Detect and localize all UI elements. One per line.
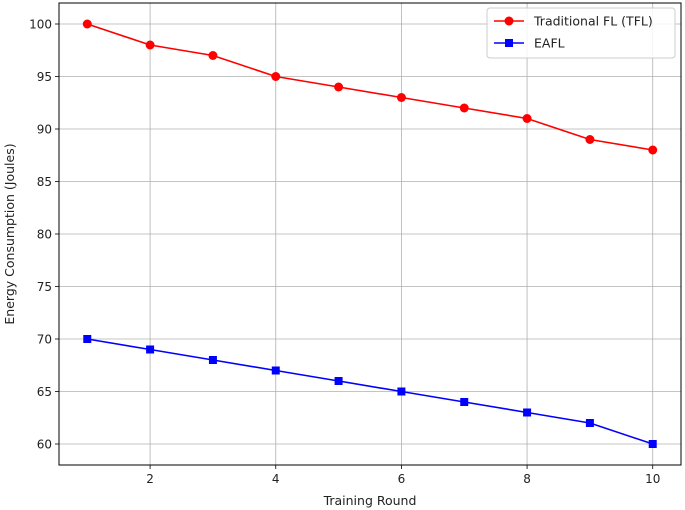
series-line-eafl — [87, 338, 653, 445]
data-point-eafl — [397, 387, 406, 396]
x-tick-label: 4 — [272, 472, 280, 486]
legend-label-tfl: Traditional FL (TFL) — [533, 14, 653, 29]
legend: Traditional FL (TFL) EAFL — [486, 7, 676, 59]
data-point-tfl — [396, 93, 406, 102]
data-point-tfl — [459, 103, 469, 113]
y-tick-label: 90 — [37, 123, 52, 137]
data-point-eafl — [146, 345, 155, 354]
data-point-eafl — [83, 335, 92, 343]
data-point-tfl — [585, 135, 595, 144]
data-point-eafl — [585, 419, 594, 427]
data-point-eafl — [334, 377, 343, 385]
data-point-eafl — [648, 440, 657, 448]
grid-lines — [59, 3, 681, 465]
data-point-tfl — [145, 40, 155, 50]
y-tick-label: 75 — [37, 280, 52, 294]
legend-marker-tfl — [504, 16, 514, 26]
data-point-eafl — [460, 398, 469, 406]
y-tick-label: 80 — [37, 228, 52, 242]
y-tick-label: 70 — [37, 333, 52, 347]
y-tick-label: 95 — [37, 70, 52, 84]
data-point-eafl — [271, 366, 280, 375]
legend-marker-eafl — [505, 39, 513, 47]
x-axis-title: Training Round — [323, 493, 417, 508]
x-tick-label: 6 — [398, 472, 406, 486]
data-point-tfl — [522, 114, 532, 123]
legend-label-eafl: EAFL — [534, 36, 565, 51]
y-tick-label: 60 — [37, 438, 52, 452]
x-tick-label: 8 — [523, 472, 531, 486]
data-point-eafl — [208, 356, 217, 364]
legend-box — [486, 7, 676, 59]
y-axis-ticks: 60 65 70 75 80 85 90 95 100 — [29, 18, 59, 452]
y-tick-label: 65 — [37, 385, 52, 399]
data-point-tfl — [208, 51, 218, 60]
x-axis-ticks: 2 4 6 8 10 — [146, 465, 660, 486]
series-line-tfl — [87, 23, 653, 151]
y-axis-title: Energy Consumption (Joules) — [2, 143, 17, 324]
data-point-eafl — [523, 408, 532, 417]
y-tick-label: 100 — [29, 18, 52, 32]
data-point-tfl — [334, 82, 344, 92]
data-point-tfl — [82, 19, 92, 29]
data-point-tfl — [271, 72, 281, 81]
y-tick-label: 85 — [37, 175, 52, 189]
x-tick-label: 2 — [146, 472, 154, 486]
x-tick-label: 10 — [645, 472, 660, 486]
series-group — [82, 19, 658, 448]
data-point-tfl — [648, 145, 658, 155]
